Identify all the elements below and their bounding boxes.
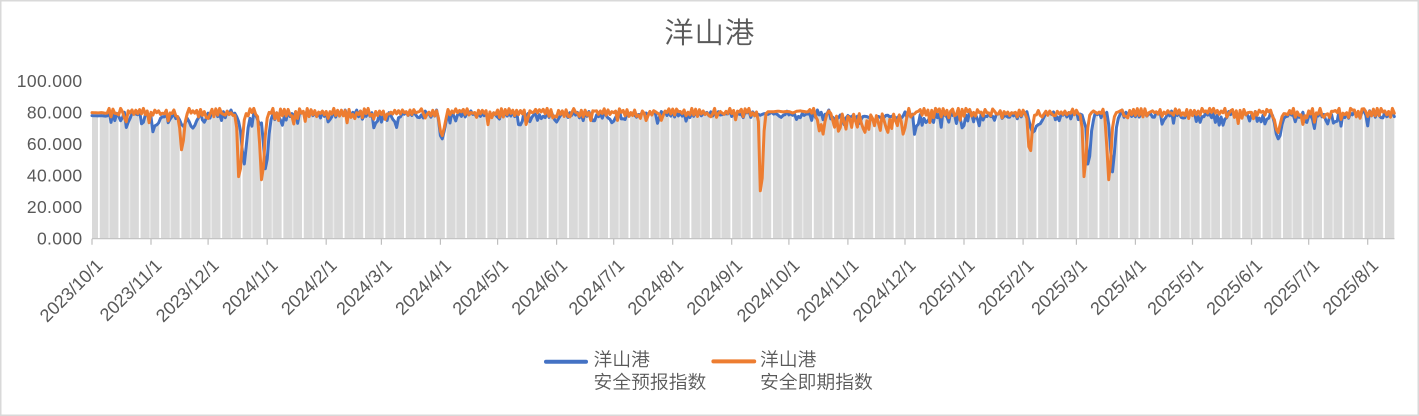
svg-text:40.000: 40.000 [27,166,83,186]
svg-text:80.000: 80.000 [27,103,83,123]
svg-text:100.000: 100.000 [17,71,83,91]
svg-text:60.000: 60.000 [27,134,83,154]
svg-text:0.000: 0.000 [37,229,83,249]
svg-text:20.000: 20.000 [27,197,83,217]
